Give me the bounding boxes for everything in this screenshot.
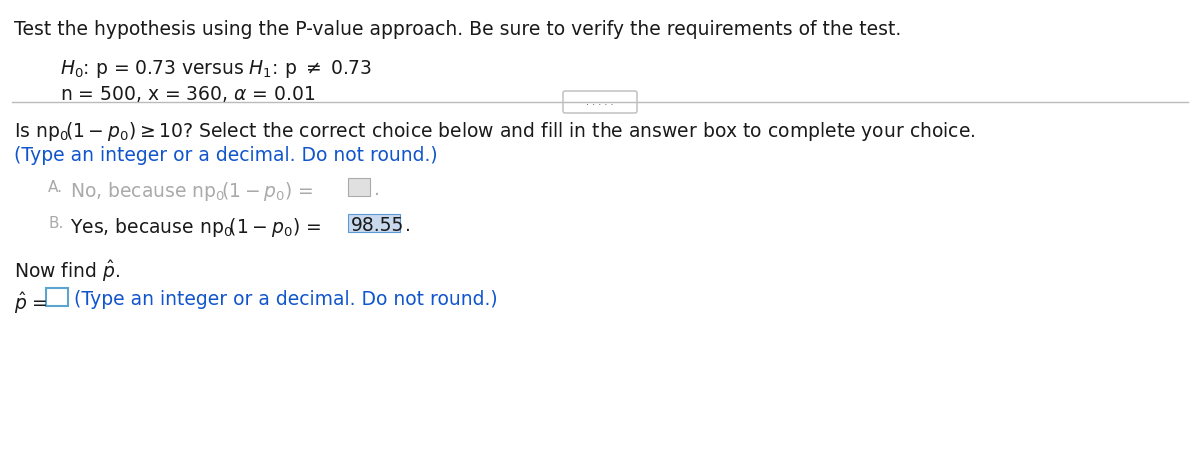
FancyBboxPatch shape: [348, 214, 400, 232]
FancyBboxPatch shape: [563, 91, 637, 113]
FancyBboxPatch shape: [46, 288, 68, 306]
Text: .: .: [374, 180, 380, 199]
Text: n = 500, x = 360, $\alpha$ = 0.01: n = 500, x = 360, $\alpha$ = 0.01: [60, 84, 316, 104]
Text: $\hat{p}$ =: $\hat{p}$ =: [14, 290, 48, 316]
Text: B.: B.: [48, 216, 64, 231]
Text: Is np$_0\!\left(1-p_0\right)\geq$10? Select the correct choice below and fill in: Is np$_0\!\left(1-p_0\right)\geq$10? Sel…: [14, 120, 976, 143]
Text: $H_0$: p = 0.73 versus $H_1$: p $\neq$ 0.73: $H_0$: p = 0.73 versus $H_1$: p $\neq$ 0…: [60, 58, 372, 80]
Text: Test the hypothesis using the P-value approach. Be sure to verify the requiremen: Test the hypothesis using the P-value ap…: [14, 20, 901, 39]
Text: Now find $\hat{p}$.: Now find $\hat{p}$.: [14, 258, 120, 284]
Text: Yes, because np$_0\!\left(1-p_0\right)$ =: Yes, because np$_0\!\left(1-p_0\right)$ …: [70, 216, 322, 239]
Text: No, because np$_0\!\left(1-p_0\right)$ =: No, because np$_0\!\left(1-p_0\right)$ =: [70, 180, 313, 203]
Text: .: .: [406, 216, 410, 235]
Text: 98.55: 98.55: [352, 216, 404, 235]
Text: A.: A.: [48, 180, 64, 195]
Text: (Type an integer or a decimal. Do not round.): (Type an integer or a decimal. Do not ro…: [74, 290, 498, 309]
Text: (Type an integer or a decimal. Do not round.): (Type an integer or a decimal. Do not ro…: [14, 146, 438, 165]
Text: . . . . .: . . . . .: [587, 97, 613, 107]
FancyBboxPatch shape: [348, 178, 370, 196]
